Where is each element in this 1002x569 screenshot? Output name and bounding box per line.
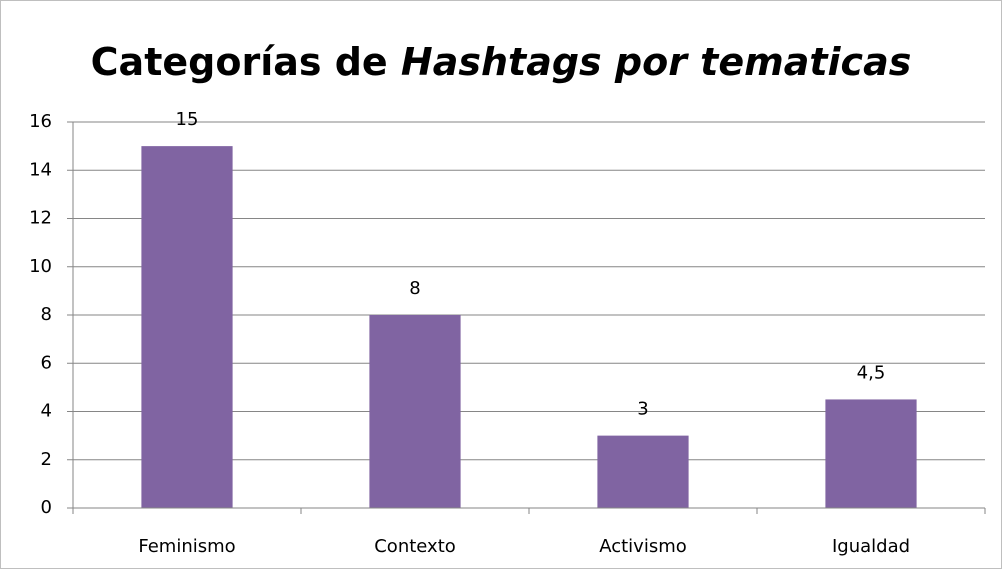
- value-label: 15: [176, 109, 199, 130]
- chart-title: Categorías de Hashtags por tematicas: [91, 40, 912, 84]
- x-tick-label: Contexto: [374, 536, 456, 557]
- x-tick-label: Igualdad: [832, 536, 910, 557]
- y-tick-label: 16: [29, 111, 52, 132]
- value-label: 8: [409, 278, 420, 299]
- y-tick-label: 4: [41, 401, 52, 422]
- y-tick-label: 8: [41, 304, 52, 325]
- value-label: 4,5: [857, 362, 886, 383]
- bar: [597, 435, 689, 508]
- bar: [825, 399, 917, 508]
- y-tick-label: 14: [29, 159, 52, 180]
- value-label: 3: [637, 399, 648, 420]
- y-tick-label: 12: [29, 208, 52, 229]
- bar: [141, 146, 233, 508]
- x-tick-label: Activismo: [599, 536, 687, 557]
- y-tick-label: 2: [41, 449, 52, 470]
- x-tick-label: Feminismo: [138, 536, 235, 557]
- bar: [369, 315, 461, 508]
- y-tick-label: 0: [41, 497, 52, 518]
- y-tick-label: 6: [41, 352, 52, 373]
- title-run: Categorías de: [91, 40, 388, 84]
- title-run: Hashtags por tematicas: [401, 40, 911, 84]
- y-tick-label: 10: [29, 256, 52, 277]
